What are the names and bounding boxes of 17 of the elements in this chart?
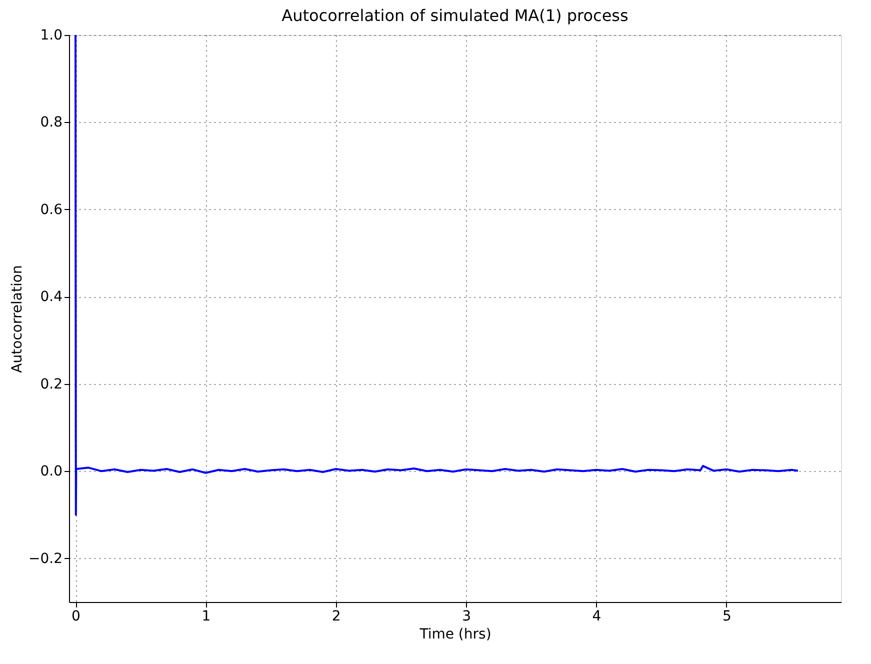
y-tick-label: 0.6 [40, 202, 63, 218]
y-tick-label: 0.0 [40, 464, 62, 480]
y-tick-label: −0.2 [28, 550, 62, 567]
chart-title: Autocorrelation of simulated MA(1) process [282, 6, 628, 25]
line-series [74, 35, 800, 516]
x-axis-title: Time (hrs) [418, 626, 492, 642]
y-tick-label: 1.0 [40, 28, 62, 44]
y-tick-label: 0.4 [40, 289, 63, 306]
y-tick-label: 0.2 [40, 376, 62, 392]
x-tick-label: 0 [72, 608, 80, 624]
x-tick-label: 4 [592, 608, 602, 624]
y-axis-title: Autocorrelation [10, 265, 26, 373]
y-tick-label: 0.8 [40, 114, 62, 131]
x-tick-label: 1 [202, 608, 211, 624]
x-tick-label: 5 [722, 608, 732, 624]
x-tick-label: 2 [332, 608, 341, 624]
x-tick-label: 3 [462, 608, 472, 624]
